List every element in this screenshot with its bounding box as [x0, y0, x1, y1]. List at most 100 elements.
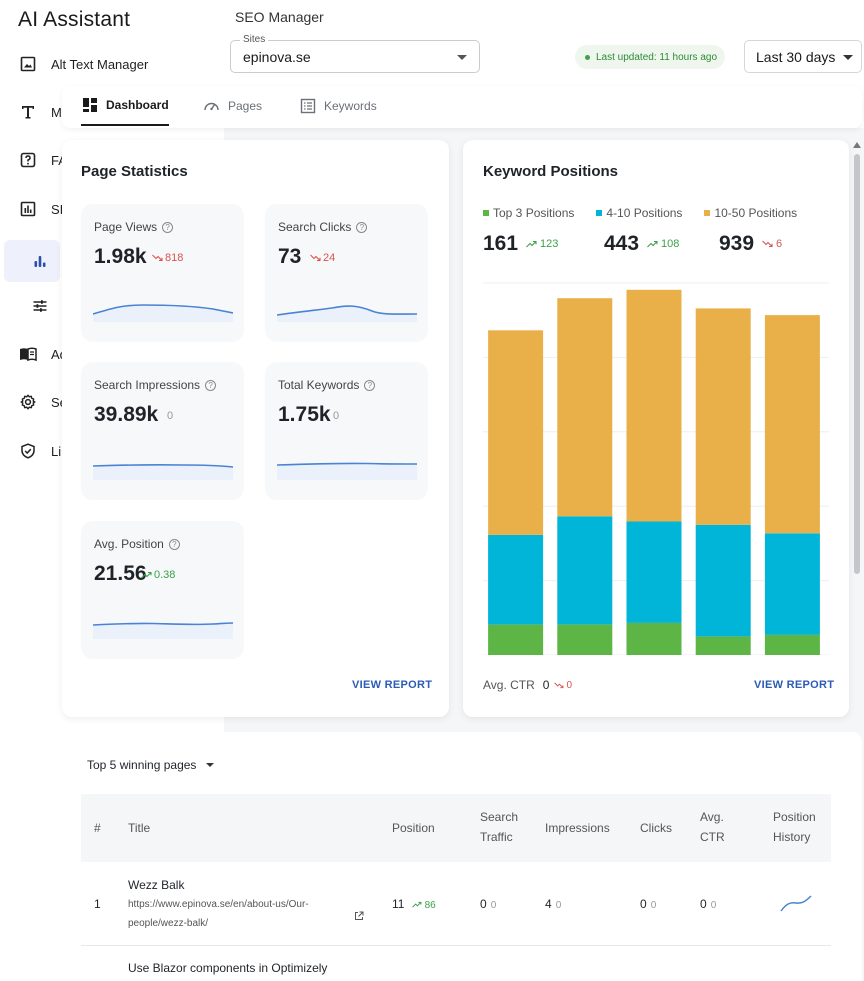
sidebar-item-sl[interactable]: SI	[0, 188, 224, 230]
bar-segment-2-1[interactable]	[488, 534, 544, 625]
bar-segment-2-2[interactable]	[557, 516, 613, 625]
stat-label: Avg. Position?	[94, 537, 180, 551]
tab-dashboard[interactable]: Dashboard	[81, 86, 169, 126]
stat-value: 39.89k	[94, 403, 159, 426]
stat-delta: 24	[310, 252, 335, 264]
tab-label: Keywords	[324, 99, 377, 113]
bar-segment-3-2[interactable]	[557, 298, 613, 517]
col-header-title[interactable]: Title	[128, 821, 151, 835]
keyword-positions-card: Keyword Positions Top 3 Positions 4-10 P…	[463, 140, 849, 717]
trend-down-icon	[762, 240, 773, 248]
info-icon[interactable]: ?	[205, 379, 217, 391]
top-bar: SEO Manager Sites epinova.se Last update…	[224, 0, 864, 84]
stat-search-impressions: Search Impressions? 39.89k 0	[81, 362, 244, 500]
legend-swatch	[596, 210, 603, 216]
table-filter-select[interactable]: Top 5 winning pages	[87, 758, 215, 772]
date-range-select[interactable]: Last 30 days	[744, 40, 862, 73]
scrollbar-thumb[interactable]	[854, 154, 860, 574]
cell-title[interactable]: Wezz Balk	[128, 878, 185, 892]
keyword-positions-chart	[483, 282, 829, 655]
trend-up-icon	[647, 240, 658, 248]
stat-search-clicks: Search Clicks? 73 24	[265, 204, 428, 342]
bar-segment-2-4[interactable]	[695, 524, 751, 637]
stat-total-keywords: Total Keywords? 1.75k 0	[265, 362, 428, 500]
stat-delta: 0	[333, 410, 340, 422]
info-icon[interactable]: ?	[162, 221, 174, 233]
kpi-top3: 161 123	[483, 232, 558, 256]
bar-segment-1-2[interactable]	[557, 624, 613, 655]
scrollbar[interactable]	[853, 140, 861, 720]
view-report-link[interactable]: VIEW REPORT	[754, 679, 835, 691]
shield-icon	[19, 442, 37, 460]
tab-keywords[interactable]: Keywords	[299, 86, 377, 126]
sidebar-item-alt-text-manager[interactable]: Alt Text Manager	[0, 43, 224, 85]
last-updated-badge: Last updated: 11 hours ago	[575, 45, 726, 69]
sidebar-item-m[interactable]: M	[0, 91, 224, 133]
kpi-value: 161	[483, 232, 519, 255]
col-header-impressions[interactable]: Impressions	[545, 821, 610, 835]
info-icon[interactable]: ?	[356, 221, 368, 233]
table-row[interactable]: 1 Wezz Balk https://www.epinova.se/en/ab…	[81, 862, 831, 946]
dashboard-icon	[81, 97, 98, 114]
bar-segment-1-1[interactable]	[488, 624, 544, 655]
chevron-down-icon	[457, 55, 467, 60]
sidebar-item-settings-sliders[interactable]	[0, 285, 224, 327]
col-header-search-traffic[interactable]: Search Traffic	[480, 810, 519, 844]
view-report-link[interactable]: VIEW REPORT	[352, 679, 433, 691]
stat-value: 1.98k	[94, 245, 147, 268]
trend-up-icon	[141, 571, 152, 579]
site-select[interactable]: Sites epinova.se	[230, 34, 480, 73]
bar-segment-2-5[interactable]	[764, 533, 820, 635]
site-select-value: epinova.se	[243, 49, 311, 65]
cell-url: https://www.epinova.se/en/about-us/Our-p…	[128, 899, 309, 929]
bar-segment-3-1[interactable]	[488, 330, 544, 535]
sidebar-item-li[interactable]: Li	[0, 430, 224, 472]
table-header: # Title Position Search Traffic Impressio…	[81, 794, 831, 862]
gear-icon	[19, 393, 37, 411]
bar-segment-3-3[interactable]	[626, 289, 682, 522]
kpi-value: 443	[604, 232, 640, 255]
trend-up-icon	[412, 901, 422, 908]
sparkline-chart	[93, 304, 233, 322]
help-icon	[19, 151, 37, 169]
col-header-position-history: Position History	[773, 810, 816, 844]
trend-down-icon	[310, 254, 321, 262]
avg-ctr: Avg. CTR 0 0	[483, 678, 572, 692]
kpi-delta: 108	[647, 238, 679, 250]
book-icon	[19, 345, 37, 363]
scroll-up-arrow-icon[interactable]	[853, 142, 861, 148]
position-history-sparkline	[780, 895, 812, 912]
bar-segment-1-4[interactable]	[695, 636, 751, 655]
avg-ctr-delta: 0	[554, 680, 572, 691]
bar-segment-1-5[interactable]	[764, 634, 820, 655]
bar-segment-3-5[interactable]	[764, 315, 820, 534]
chart-box-icon	[19, 200, 37, 218]
external-link-icon[interactable]	[354, 908, 364, 926]
info-icon[interactable]: ?	[168, 538, 180, 550]
tab-label: Pages	[228, 99, 263, 113]
cell-title[interactable]: Use Blazor components in Optimizely	[128, 961, 328, 975]
sidebar-item-seo-manager[interactable]	[4, 240, 60, 282]
gauge-icon	[203, 98, 220, 115]
col-header-avg-ctr[interactable]: Avg. CTR	[700, 810, 725, 844]
sidebar-item-label: SI	[51, 201, 64, 217]
bar-segment-2-3[interactable]	[626, 521, 682, 623]
list-icon	[299, 98, 316, 115]
legend-item: 4-10 Positions	[596, 206, 682, 220]
tab-pages[interactable]: Pages	[203, 86, 262, 126]
info-icon[interactable]: ?	[364, 379, 376, 391]
col-header-clicks[interactable]: Clicks	[640, 821, 672, 835]
card-title: Keyword Positions	[483, 163, 619, 180]
stat-label: Total Keywords?	[278, 378, 376, 392]
legend-swatch	[704, 210, 711, 216]
trend-down-icon	[554, 682, 564, 688]
sparkline-chart	[93, 464, 233, 480]
legend-item: Top 3 Positions	[483, 206, 574, 220]
col-header-position[interactable]: Position	[392, 821, 435, 835]
bar-segment-1-3[interactable]	[626, 622, 682, 655]
bar-segment-3-4[interactable]	[695, 308, 751, 525]
trend-up-icon	[526, 240, 537, 248]
image-icon	[19, 55, 37, 73]
sparkline-chart	[277, 462, 417, 480]
stat-label: Search Clicks?	[278, 220, 368, 234]
